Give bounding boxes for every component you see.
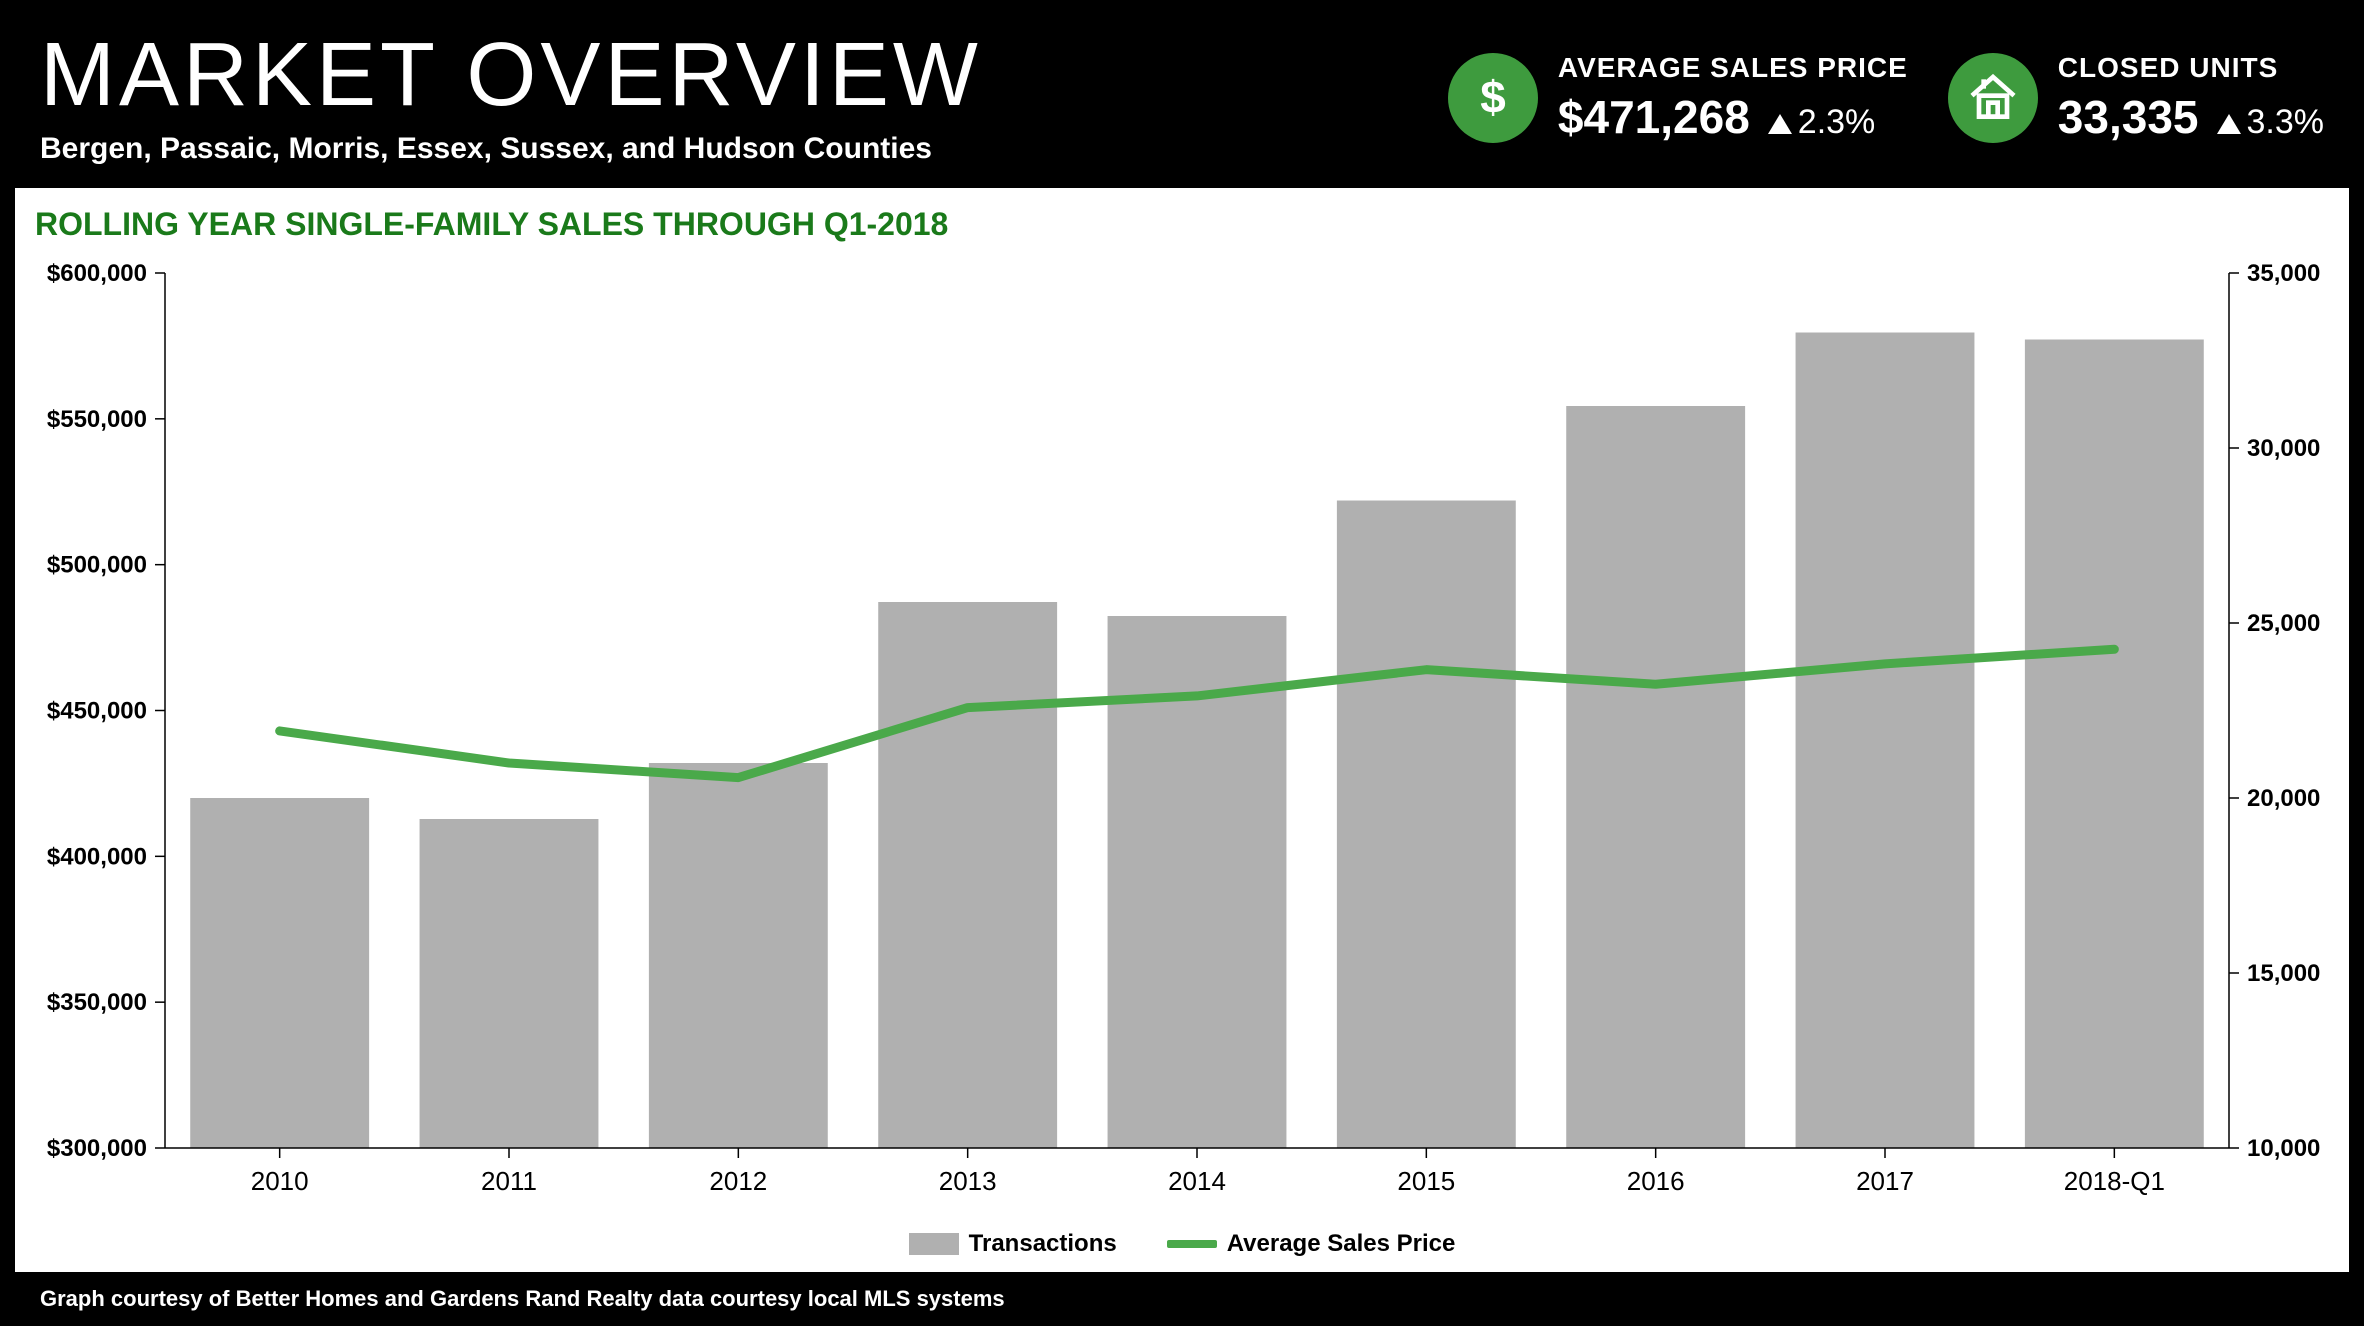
bar	[1796, 333, 1975, 1149]
stat-change-units: 3.3%	[2217, 103, 2325, 142]
svg-text:30,000: 30,000	[2247, 435, 2320, 462]
svg-text:$400,000: $400,000	[47, 843, 147, 870]
bar	[420, 819, 599, 1148]
svg-text:2011: 2011	[481, 1166, 537, 1196]
svg-text:2016: 2016	[1627, 1166, 1685, 1196]
svg-text:15,000: 15,000	[2247, 960, 2320, 987]
stat-value-price: $471,268	[1558, 90, 1750, 144]
stat-label-price: AVERAGE SALES PRICE	[1558, 52, 1908, 84]
svg-text:2018-Q1: 2018-Q1	[2064, 1166, 2165, 1196]
svg-text:25,000: 25,000	[2247, 610, 2320, 637]
dollar-icon: $	[1448, 53, 1538, 143]
header: MARKET OVERVIEW Bergen, Passaic, Morris,…	[0, 0, 2364, 186]
stat-avg-price: $ AVERAGE SALES PRICE $471,268 2.3%	[1448, 52, 1908, 144]
svg-text:35,000: 35,000	[2247, 260, 2320, 287]
chart-container: ROLLING YEAR SINGLE-FAMILY SALES THROUGH…	[15, 186, 2349, 1272]
svg-text:2017: 2017	[1856, 1166, 1914, 1196]
svg-text:$450,000: $450,000	[47, 698, 147, 725]
svg-text:$300,000: $300,000	[47, 1135, 147, 1162]
svg-text:2014: 2014	[1168, 1166, 1226, 1196]
svg-text:10,000: 10,000	[2247, 1135, 2320, 1162]
bar	[1337, 501, 1516, 1149]
stat-closed-units: CLOSED UNITS 33,335 3.3%	[1948, 52, 2324, 144]
svg-text:$500,000: $500,000	[47, 552, 147, 579]
page-title: MARKET OVERVIEW	[40, 30, 1408, 120]
bar	[190, 798, 369, 1148]
legend-swatch-line	[1167, 1240, 1217, 1248]
legend-label-line: Average Sales Price	[1227, 1230, 1456, 1258]
legend-label-bar: Transactions	[969, 1230, 1117, 1258]
stat-change-price: 2.3%	[1768, 103, 1876, 142]
bar	[2025, 340, 2204, 1149]
house-icon	[1948, 53, 2038, 143]
svg-text:$550,000: $550,000	[47, 406, 147, 433]
bar	[1566, 406, 1745, 1148]
bar	[649, 763, 828, 1148]
chart-svg: $300,000 $350,000 $400,000 $450,000 $500,000…	[15, 253, 2349, 1218]
legend-transactions: Transactions	[909, 1230, 1117, 1258]
svg-text:2010: 2010	[251, 1166, 309, 1196]
triangle-up-icon	[1768, 114, 1792, 134]
legend-avg-price: Average Sales Price	[1167, 1230, 1456, 1258]
legend-swatch-bar	[909, 1233, 959, 1255]
bar	[878, 602, 1057, 1148]
svg-text:2012: 2012	[709, 1166, 767, 1196]
chart-title: ROLLING YEAR SINGLE-FAMILY SALES THROUGH…	[15, 188, 2349, 253]
svg-text:$600,000: $600,000	[47, 260, 147, 287]
svg-text:$: $	[1480, 73, 1506, 123]
svg-text:20,000: 20,000	[2247, 785, 2320, 812]
title-block: MARKET OVERVIEW Bergen, Passaic, Morris,…	[40, 30, 1408, 166]
chart-legend: Transactions Average Sales Price	[15, 1218, 2349, 1272]
stat-label-units: CLOSED UNITS	[2058, 52, 2324, 84]
chart-plot-area: $300,000 $350,000 $400,000 $450,000 $500,000…	[15, 253, 2349, 1218]
triangle-up-icon	[2217, 114, 2241, 134]
svg-text:2015: 2015	[1397, 1166, 1455, 1196]
stat-value-units: 33,335	[2058, 90, 2199, 144]
svg-text:$350,000: $350,000	[47, 989, 147, 1016]
footer-attribution: Graph courtesy of Better Homes and Garde…	[0, 1272, 2364, 1326]
svg-text:2013: 2013	[939, 1166, 997, 1196]
page-subtitle: Bergen, Passaic, Morris, Essex, Sussex, …	[40, 132, 1408, 166]
